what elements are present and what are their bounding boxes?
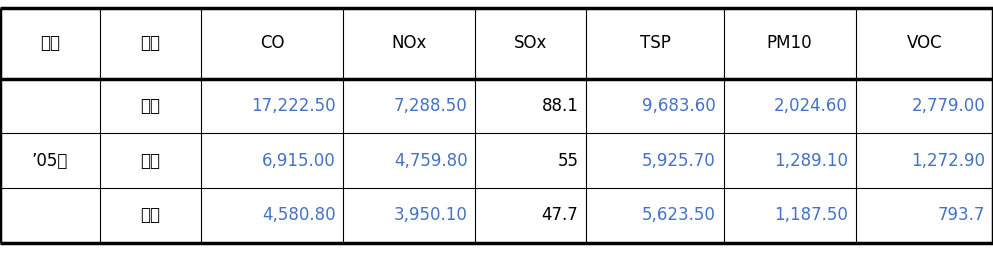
Text: 47.7: 47.7 bbox=[541, 206, 578, 224]
Text: TSP: TSP bbox=[639, 34, 670, 52]
Text: 88.1: 88.1 bbox=[541, 97, 578, 115]
Text: 9,683.60: 9,683.60 bbox=[641, 97, 716, 115]
Text: 1,289.10: 1,289.10 bbox=[774, 152, 848, 170]
Text: CO: CO bbox=[260, 34, 284, 52]
Text: PM10: PM10 bbox=[767, 34, 812, 52]
Text: 인천: 인천 bbox=[141, 152, 161, 170]
Text: 1,187.50: 1,187.50 bbox=[774, 206, 848, 224]
Text: 5,623.50: 5,623.50 bbox=[641, 206, 716, 224]
Text: ’05년: ’05년 bbox=[32, 152, 69, 170]
Text: 793.7: 793.7 bbox=[937, 206, 985, 224]
Text: 4,580.80: 4,580.80 bbox=[262, 206, 336, 224]
Text: 7,288.50: 7,288.50 bbox=[393, 97, 468, 115]
Text: 구분: 구분 bbox=[40, 34, 61, 52]
Text: 1,272.90: 1,272.90 bbox=[911, 152, 985, 170]
Text: 2,024.60: 2,024.60 bbox=[774, 97, 848, 115]
Text: 5,925.70: 5,925.70 bbox=[641, 152, 716, 170]
Text: 17,222.50: 17,222.50 bbox=[251, 97, 336, 115]
Text: 3,950.10: 3,950.10 bbox=[393, 206, 468, 224]
Text: 서울: 서울 bbox=[141, 97, 161, 115]
Text: 6,915.00: 6,915.00 bbox=[261, 152, 336, 170]
Text: 경기: 경기 bbox=[141, 206, 161, 224]
Text: 4,759.80: 4,759.80 bbox=[394, 152, 468, 170]
Text: 시도: 시도 bbox=[141, 34, 161, 52]
Text: 2,779.00: 2,779.00 bbox=[912, 97, 985, 115]
Text: NOx: NOx bbox=[391, 34, 427, 52]
Text: SOx: SOx bbox=[514, 34, 547, 52]
Text: 55: 55 bbox=[557, 152, 578, 170]
Text: VOC: VOC bbox=[907, 34, 942, 52]
